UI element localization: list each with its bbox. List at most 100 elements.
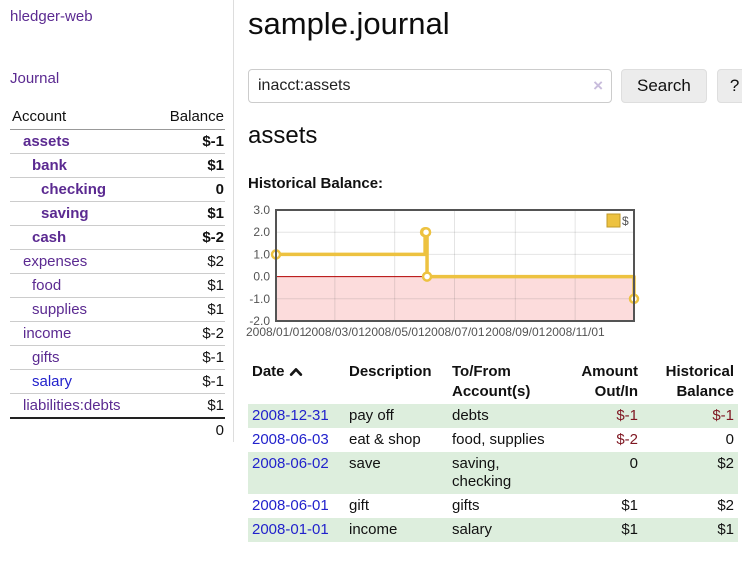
amount-cell: 0: [629, 455, 638, 472]
description-cell: pay off: [349, 407, 394, 424]
svg-text:2.0: 2.0: [253, 225, 270, 239]
brand-link[interactable]: hledger-web: [10, 8, 93, 25]
accounts-cell: debts: [452, 407, 489, 424]
balance-cell: $2: [717, 455, 734, 472]
balance-cell: $1: [717, 521, 734, 538]
chart-title: Historical Balance:: [248, 175, 384, 192]
register-row[interactable]: 2008-06-02 save saving, checking 0 $2: [248, 452, 738, 494]
svg-text:0.0: 0.0: [253, 270, 270, 284]
description-cell: save: [349, 455, 381, 472]
account-balance: $1: [151, 153, 225, 178]
account-link[interactable]: food: [32, 277, 62, 294]
account-link[interactable]: assets: [23, 133, 70, 150]
account-link[interactable]: gifts: [32, 349, 60, 366]
accounts-total-value: 0: [151, 417, 225, 442]
column-header-accounts: To/From Account(s): [452, 363, 531, 400]
search-input[interactable]: [248, 69, 612, 103]
svg-text:2008/03/01: 2008/03/01: [305, 325, 365, 339]
register-row[interactable]: 2008-06-01 gift gifts $1 $2: [248, 494, 738, 518]
balance-cell: $2: [717, 497, 734, 514]
svg-text:2008/11/01: 2008/11/01: [546, 325, 605, 339]
accounts-cell: saving, checking: [452, 455, 512, 490]
balance-cell: $-1: [712, 407, 734, 424]
register-table: Date Description To/From Account(s) Amou…: [248, 360, 738, 542]
column-header-date[interactable]: Date: [248, 360, 345, 404]
account-link[interactable]: cash: [32, 229, 67, 246]
register-row[interactable]: 2008-01-01 income salary $1 $1: [248, 518, 738, 542]
svg-text:3.0: 3.0: [253, 203, 270, 217]
date-link[interactable]: 2008-06-02: [252, 455, 329, 472]
sidebar-item-journal[interactable]: Journal: [10, 70, 60, 87]
account-row: income $-2: [10, 321, 225, 346]
search-input-wrap: ×: [248, 69, 612, 103]
date-link[interactable]: 2008-12-31: [252, 407, 329, 424]
account-link[interactable]: expenses: [23, 253, 88, 270]
date-link[interactable]: 2008-01-01: [252, 521, 329, 538]
account-row: expenses $2: [10, 249, 225, 274]
accounts-table-header: Account Balance: [10, 105, 225, 130]
account-link[interactable]: checking: [41, 181, 107, 198]
balance-chart-svg: 3.0 2.0 1.0 0.0 -1.0 -2.02008/01/012008/03/01…: [246, 203, 640, 339]
accounts-total-row: 0: [10, 417, 225, 442]
account-balance: $-2: [151, 225, 225, 250]
account-row: saving $1: [10, 201, 225, 226]
column-header-amount: Amount Out/In: [581, 363, 638, 400]
account-balance: $1: [151, 201, 225, 226]
account-link[interactable]: saving: [41, 205, 89, 222]
register-header-row: Date Description To/From Account(s) Amou…: [248, 360, 738, 404]
accounts-cell: food, supplies: [452, 431, 545, 448]
svg-text:-2.0: -2.0: [249, 314, 270, 328]
account-title: assets: [248, 122, 318, 149]
svg-text:$: $: [622, 214, 629, 228]
balance-cell: 0: [725, 431, 734, 448]
account-balance: $-1: [202, 133, 224, 150]
description-cell: eat & shop: [349, 431, 421, 448]
page-title: sample.journal: [248, 6, 450, 41]
accounts-total-spacer: [10, 417, 152, 442]
register-table-body: 2008-12-31 pay off debts $-1 $-1 2008-06-03 ea…: [248, 404, 738, 542]
account-row: food $1: [10, 273, 225, 298]
account-row: liabilities:debts $1: [10, 393, 225, 418]
amount-cell: $-1: [616, 407, 638, 424]
help-button[interactable]: ?: [716, 69, 742, 103]
account-balance: $1: [151, 297, 225, 322]
balance-chart: 3.0 2.0 1.0 0.0 -1.0 -2.0 2008/01/01 2008/03/01…: [241, 198, 641, 346]
account-link[interactable]: salary: [32, 373, 73, 390]
description-cell: income: [349, 521, 398, 538]
account-balance: 0: [151, 177, 225, 202]
account-balance: $1: [151, 273, 225, 298]
register-row[interactable]: 2008-12-31 pay off debts $-1 $-1: [248, 404, 738, 428]
sidebar: hledger-web Journal Account Balance asse…: [0, 0, 234, 442]
account-row: assets $-1: [10, 130, 225, 154]
svg-text:1.0: 1.0: [253, 247, 270, 261]
date-link[interactable]: 2008-06-01: [252, 497, 329, 514]
sort-ascending-icon: [289, 363, 303, 383]
date-link[interactable]: 2008-06-03: [252, 431, 329, 448]
register-row[interactable]: 2008-06-03 eat & shop food, supplies $-2 0: [248, 428, 738, 452]
accounts-cell: gifts: [452, 497, 480, 514]
main-content: sample.journal × Search ? assets Histori…: [246, 0, 742, 542]
column-header-balance: Historical Balance: [665, 363, 734, 400]
account-row: checking 0: [10, 177, 225, 202]
svg-text:2008/07/01: 2008/07/01: [424, 325, 484, 339]
account-row: gifts $-1: [10, 345, 225, 370]
account-row: bank $1: [10, 153, 225, 178]
account-row: supplies $1: [10, 297, 225, 322]
account-link[interactable]: supplies: [32, 301, 88, 318]
account-link[interactable]: liabilities:debts: [23, 397, 121, 414]
svg-text:2008/01/01: 2008/01/01: [246, 325, 306, 339]
account-link[interactable]: bank: [32, 157, 68, 174]
search-form: × Search ?: [248, 69, 742, 103]
account-row: salary $-1: [10, 369, 225, 394]
amount-cell: $-2: [616, 431, 638, 448]
account-balance: $1: [151, 393, 225, 418]
description-cell: gift: [349, 497, 370, 514]
account-balance: $2: [151, 249, 225, 274]
account-link[interactable]: income: [23, 325, 72, 342]
column-header-description: Description: [349, 363, 432, 380]
accounts-header-balance: Balance: [151, 105, 225, 130]
clear-search-icon[interactable]: ×: [593, 76, 603, 95]
account-balance: $-1: [151, 369, 225, 394]
search-button[interactable]: Search: [621, 69, 707, 103]
svg-text:2008/05/01: 2008/05/01: [365, 325, 425, 339]
